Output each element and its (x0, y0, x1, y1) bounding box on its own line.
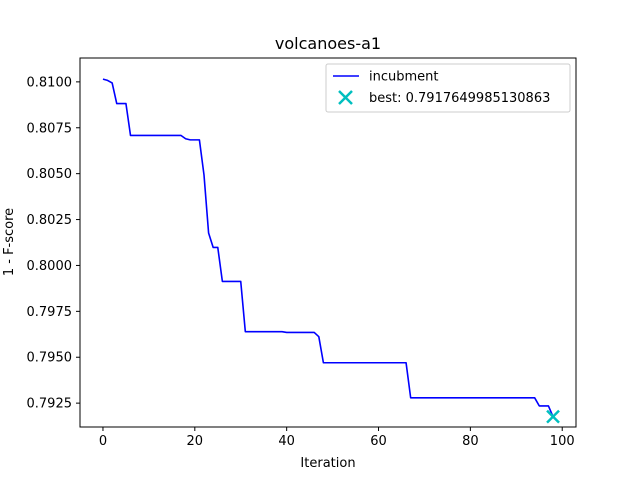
x-tick-label: 60 (370, 434, 387, 449)
y-tick-label: 0.7925 (27, 397, 73, 412)
legend-label-incubment: incubment (369, 70, 439, 85)
x-tick-label: 80 (462, 434, 479, 449)
plot-area (79, 57, 577, 428)
series-line-incubment (102, 78, 554, 418)
y-axis: 0.7925 0.7950 0.7975 0.8000 0.8025 0.8050 0.80… (27, 75, 80, 412)
x-tick-label: 0 (99, 434, 107, 449)
y-tick-label: 0.7975 (27, 305, 73, 320)
x-tick-label: 40 (278, 434, 295, 449)
x-axis: 0 20 40 60 80 100 (99, 427, 575, 449)
legend-best-marker (338, 90, 353, 105)
legend-label-best: best: 0.7917649985130863 (369, 91, 550, 106)
y-tick-label: 0.8025 (27, 213, 73, 228)
y-tick-label: 0.8075 (27, 121, 73, 136)
y-tick-label: 0.8100 (27, 75, 73, 90)
legend-box (325, 63, 571, 113)
best-point-marker (546, 409, 560, 424)
x-tick-label: 20 (187, 434, 204, 449)
y-tick-label: 0.8000 (27, 259, 73, 274)
plot-frame (79, 57, 577, 428)
y-tick-label: 0.8050 (27, 167, 73, 182)
y-tick-label: 0.7950 (27, 351, 73, 366)
y-axis-label: 1 - F-score (2, 208, 17, 276)
chart-title: volcanoes-a1 (275, 34, 381, 53)
legend: incubment best: 0.7917649985130863 (325, 63, 571, 113)
x-tick-label: 100 (550, 434, 575, 449)
x-axis-label: Iteration (300, 456, 355, 471)
